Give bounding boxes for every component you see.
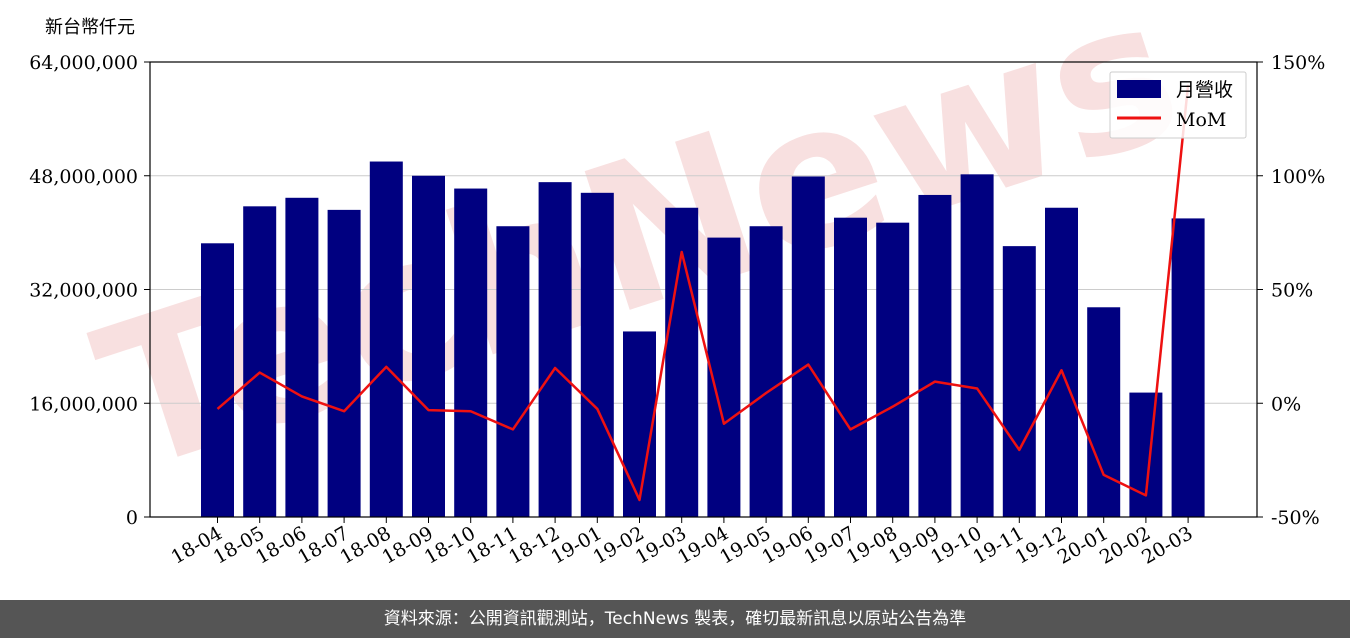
- bar: [369, 161, 403, 517]
- bar: [538, 182, 572, 517]
- legend-line-label: MoM: [1176, 109, 1226, 131]
- bar: [1002, 246, 1036, 517]
- y-right-tick-label: 0%: [1271, 393, 1301, 415]
- y-left-tick-label: 32,000,000: [29, 280, 138, 302]
- bar: [749, 226, 783, 517]
- y-left-tick-label: 0: [126, 507, 138, 529]
- bar: [285, 197, 319, 517]
- bar: [327, 209, 361, 517]
- bar: [1129, 392, 1163, 517]
- footer-source-note: 資料來源：公開資訊觀測站，TechNews 製表，確切最新訊息以原站公告為準: [0, 600, 1350, 638]
- legend-bar-swatch: [1117, 80, 1161, 98]
- y-right-tick-label: 100%: [1271, 166, 1325, 188]
- bar: [876, 222, 910, 517]
- bar: [1171, 218, 1205, 517]
- bar: [1087, 307, 1121, 517]
- y-left-tick-label: 64,000,000: [29, 52, 138, 74]
- y-right-tick-label: 150%: [1271, 52, 1325, 74]
- bar: [918, 194, 952, 517]
- y-left-tick-label: 48,000,000: [29, 166, 138, 188]
- mom-line: [216, 84, 1190, 502]
- y-left-tick-label: 16,000,000: [29, 393, 138, 415]
- bar: [201, 243, 234, 517]
- bar: [623, 331, 656, 517]
- bar: [960, 174, 994, 517]
- y-right-tick-label: 50%: [1271, 280, 1313, 302]
- legend: 月營收 MoM: [1109, 71, 1247, 139]
- y-left-unit-label: 新台幣仟元: [45, 17, 135, 38]
- bar: [834, 217, 867, 517]
- line-series: [216, 84, 1190, 502]
- bar: [412, 175, 445, 517]
- legend-bar-label: 月營收: [1176, 79, 1233, 101]
- bar: [454, 188, 488, 517]
- bar: [1045, 207, 1078, 517]
- y-right-tick-label: -50%: [1271, 507, 1320, 529]
- bar: [496, 226, 530, 517]
- chart: TechNews 新台幣仟元 016,000,00032,000,00048,0…: [29, 0, 1325, 569]
- bar: [791, 176, 825, 517]
- bar: [243, 206, 277, 517]
- bar-series: [201, 161, 1205, 517]
- bar: [580, 192, 614, 517]
